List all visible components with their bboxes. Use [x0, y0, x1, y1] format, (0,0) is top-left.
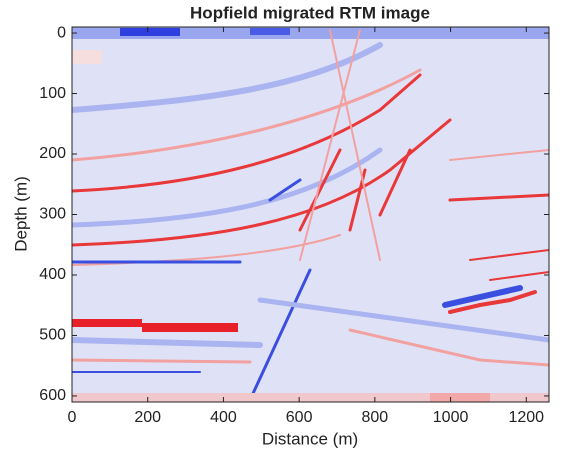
seismic-image	[72, 27, 549, 402]
y-tick-label: 300	[39, 206, 66, 223]
y-tick-label: 500	[39, 327, 66, 344]
x-tick-label: 1200	[508, 409, 544, 426]
y-tick-label: 600	[39, 387, 66, 404]
chart-title: Hopfield migrated RTM image	[190, 3, 430, 22]
x-tick-label: 400	[210, 409, 237, 426]
x-tick-label: 0	[68, 409, 77, 426]
x-tick-label: 1000	[433, 409, 469, 426]
y-tick-label: 200	[39, 145, 66, 162]
x-tick-label: 800	[362, 409, 389, 426]
y-tick-label: 400	[39, 266, 66, 283]
y-tick-label: 0	[57, 24, 66, 41]
y-tick-label: 100	[39, 85, 66, 102]
x-axis-label: Distance (m)	[262, 429, 358, 448]
y-axis-label: Depth (m)	[11, 176, 30, 252]
x-tick-label: 200	[134, 409, 161, 426]
x-tick-label: 600	[286, 409, 313, 426]
